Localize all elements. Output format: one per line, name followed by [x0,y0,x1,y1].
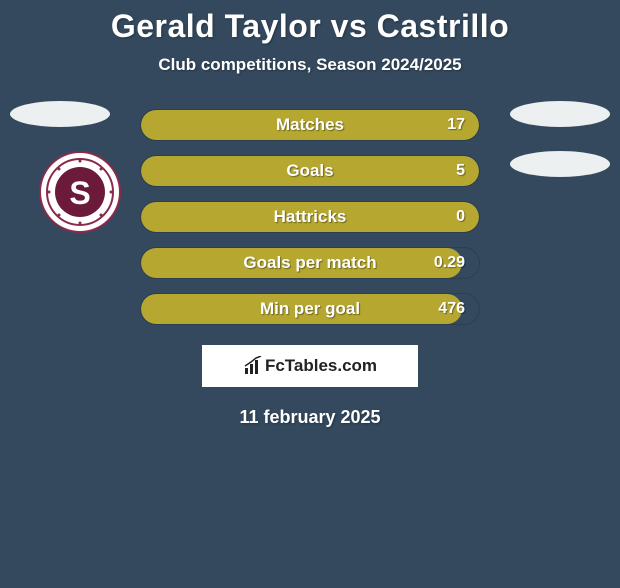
stat-bar-value: 5 [456,162,465,180]
brand-text: FcTables.com [265,356,377,376]
player-oval-right-1 [510,101,610,127]
page-title: Gerald Taylor vs Castrillo [0,8,620,45]
stat-bar-value: 0.29 [434,254,465,272]
brand-box: FcTables.com [202,345,418,387]
stat-bar: Goals per match 0.29 [140,247,480,279]
left-oval-column: S [10,101,121,233]
player-oval-right-2 [510,151,610,177]
stat-bar: Goals 5 [140,155,480,187]
stat-bar-label: Matches [141,115,479,135]
stat-bar-label: Hattricks [141,207,479,227]
club-badge: S [39,151,121,233]
stat-bar-label: Min per goal [141,299,479,319]
stat-bar-value: 476 [438,300,465,318]
page-subtitle: Club competitions, Season 2024/2025 [0,55,620,75]
stat-bar-label: Goals per match [141,253,479,273]
svg-text:S: S [69,175,90,211]
main-content: S Matches 17 [0,109,620,428]
brand-chart-icon [243,356,263,376]
stat-bar: Min per goal 476 [140,293,480,325]
stat-bar: Matches 17 [140,109,480,141]
stat-bar: Hattricks 0 [140,201,480,233]
player-oval-left [10,101,110,127]
stat-bar-label: Goals [141,161,479,181]
stat-bar-value: 17 [447,116,465,134]
stat-bar-value: 0 [456,208,465,226]
stats-bars: Matches 17 Goals 5 Hattricks 0 Goals per… [140,109,480,325]
right-oval-column [510,101,610,177]
date-text: 11 february 2025 [0,407,620,428]
